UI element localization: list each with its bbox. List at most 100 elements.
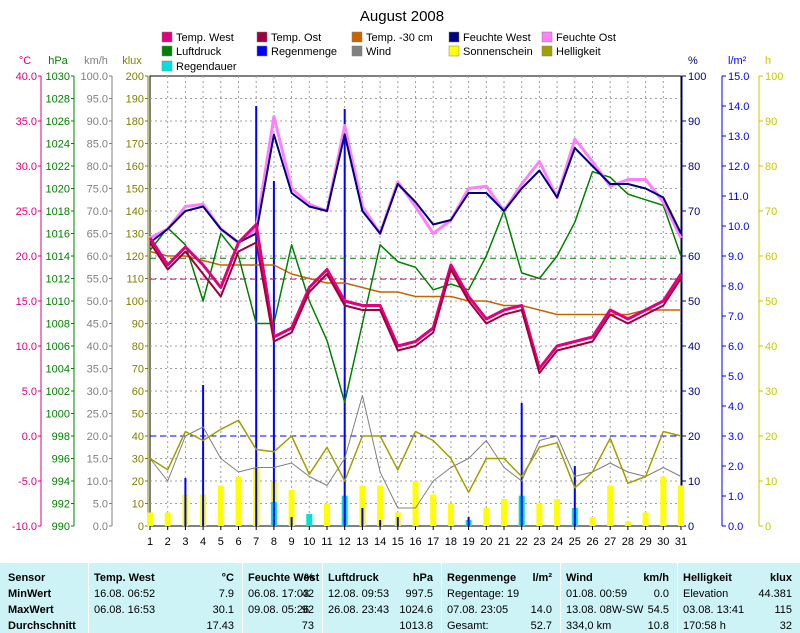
bar-regenmenge bbox=[467, 517, 470, 526]
tick-label-wind: 45.0 bbox=[87, 319, 108, 331]
stat-value: 0.0 bbox=[653, 588, 669, 600]
x-tick-label: 22 bbox=[516, 536, 528, 548]
bar-sonnenschein bbox=[430, 494, 437, 526]
x-tick-label: 11 bbox=[321, 536, 332, 548]
stat-label: 26.08. 23:43 bbox=[328, 604, 390, 616]
tick-label-temp: -5.0 bbox=[18, 476, 37, 488]
tick-label-lux: 20 bbox=[132, 476, 144, 488]
bar-sonnenschein bbox=[660, 476, 667, 526]
tick-label-rain: 9.0 bbox=[728, 251, 743, 263]
tick-label-humidity: 20 bbox=[688, 431, 700, 443]
tick-label-rain: 5.0 bbox=[728, 371, 743, 383]
tick-label-wind: 0.0 bbox=[93, 521, 108, 533]
tick-label-lux: 190 bbox=[126, 94, 144, 106]
stat-value: 997.5 bbox=[405, 588, 433, 600]
bar-sonnenschein bbox=[607, 485, 614, 526]
tick-label-rain: 4.0 bbox=[728, 401, 743, 413]
tick-label-pressure: 1014 bbox=[46, 251, 70, 263]
legend-label: Regenmenge bbox=[271, 46, 337, 58]
legend-swatch bbox=[541, 31, 553, 43]
x-tick-label: 27 bbox=[604, 536, 616, 548]
legend-label: Sonnenschein bbox=[463, 46, 533, 58]
tick-label-rain: 7.0 bbox=[728, 311, 743, 323]
tick-label-wind: 80.0 bbox=[87, 161, 108, 173]
stat-value: 1013.8 bbox=[399, 620, 433, 632]
tick-label-sun: 40 bbox=[765, 341, 777, 353]
stat-unit: hPa bbox=[412, 572, 433, 584]
stat-value: 30.1 bbox=[212, 604, 234, 616]
legend-swatch bbox=[448, 31, 460, 43]
tick-label-pressure: 1002 bbox=[46, 386, 70, 398]
bar-regenmenge bbox=[573, 466, 576, 526]
stat-label: 16.08. 06:52 bbox=[94, 588, 156, 600]
bar-sonnenschein bbox=[217, 485, 224, 526]
bar-regenmenge bbox=[184, 478, 187, 526]
bar-regenmenge bbox=[379, 520, 382, 526]
tick-label-pressure: 1004 bbox=[46, 364, 70, 376]
x-tick-label: 12 bbox=[339, 536, 351, 548]
legend-label: Regendauer bbox=[176, 61, 237, 73]
legend-label: Luftdruck bbox=[176, 46, 222, 58]
legend-swatch bbox=[351, 31, 363, 43]
tick-label-humidity: 70 bbox=[688, 206, 700, 218]
bar-sonnenschein bbox=[624, 521, 631, 526]
axis-unit-temp: °C bbox=[19, 55, 31, 67]
stat-label: 170:58 h bbox=[683, 620, 726, 632]
stat-column-feuchte-west: Feuchte West% 06.08. 17:03 42 09.08. 05:26 9… bbox=[242, 563, 322, 633]
tick-label-wind: 90.0 bbox=[87, 116, 108, 128]
tick-label-wind: 95.0 bbox=[87, 94, 108, 106]
bar-regenmenge bbox=[255, 106, 258, 526]
bar-sonnenschein bbox=[235, 476, 242, 526]
stat-value: 44.381 bbox=[758, 588, 792, 600]
tick-label-humidity: 30 bbox=[688, 386, 700, 398]
tick-label-temp: 30.0 bbox=[16, 161, 37, 173]
tick-label-lux: 140 bbox=[126, 206, 144, 218]
sensor-title: Sensor bbox=[8, 572, 46, 584]
tick-label-sun: 70 bbox=[765, 206, 777, 218]
tick-label-rain: 3.0 bbox=[728, 431, 743, 443]
stat-value: 92 bbox=[301, 604, 314, 616]
stat-label: 03.08. 13:41 bbox=[683, 604, 745, 616]
tick-label-lux: 100 bbox=[126, 296, 144, 308]
tick-label-pressure: 1012 bbox=[46, 274, 70, 286]
tick-label-rain: 15.0 bbox=[728, 71, 749, 83]
stat-value: 10.8 bbox=[647, 620, 669, 632]
stat-value: 32 bbox=[779, 620, 792, 632]
tick-label-rain: 6.0 bbox=[728, 341, 743, 353]
stat-label: Gesamt: bbox=[447, 620, 489, 632]
tick-label-temp: 35.0 bbox=[16, 116, 37, 128]
legend-swatch bbox=[256, 31, 268, 43]
x-tick-label: 17 bbox=[427, 536, 439, 548]
legend: Temp. West Temp. Ost Temp. -30 cm Feuchte W… bbox=[161, 31, 616, 73]
tick-label-pressure: 1006 bbox=[46, 341, 70, 353]
bar-sonnenschein bbox=[377, 485, 384, 526]
tick-label-pressure: 998 bbox=[52, 431, 70, 443]
x-tick-label: 31 bbox=[675, 536, 687, 548]
legend-swatch bbox=[161, 60, 173, 72]
tick-label-lux: 150 bbox=[126, 184, 144, 196]
tick-label-sun: 90 bbox=[765, 116, 777, 128]
legend-swatch bbox=[161, 45, 173, 57]
tick-label-temp: 0.0 bbox=[22, 431, 37, 443]
reference-lines bbox=[150, 257, 681, 437]
x-tick-label: 15 bbox=[392, 536, 404, 548]
tick-label-lux: 60 bbox=[132, 386, 144, 398]
bar-regenmenge bbox=[520, 403, 523, 526]
tick-label-rain: 10.0 bbox=[728, 221, 749, 233]
bar-sonnenschein bbox=[678, 485, 684, 526]
bar-sonnenschein bbox=[164, 512, 171, 526]
tick-label-pressure: 994 bbox=[52, 476, 70, 488]
stat-column-temp-west: Temp. West °C 16.08. 06:52 7.9 06.08. 16:53 3… bbox=[88, 563, 242, 633]
tick-label-pressure: 1010 bbox=[46, 296, 70, 308]
tick-label-pressure: 1020 bbox=[46, 184, 70, 196]
tick-label-wind: 85.0 bbox=[87, 139, 108, 151]
tick-label-pressure: 1000 bbox=[46, 409, 70, 421]
tick-label-humidity: 10 bbox=[688, 476, 700, 488]
tick-label-pressure: 1024 bbox=[46, 139, 70, 151]
x-tick-label: 19 bbox=[462, 536, 474, 548]
row-max: MaxWert bbox=[8, 604, 54, 616]
stat-title: Regenmenge bbox=[447, 572, 517, 584]
x-tick-label: 5 bbox=[218, 536, 224, 548]
stat-value: 1024.6 bbox=[399, 604, 433, 616]
bar-sonnenschein bbox=[483, 508, 490, 526]
